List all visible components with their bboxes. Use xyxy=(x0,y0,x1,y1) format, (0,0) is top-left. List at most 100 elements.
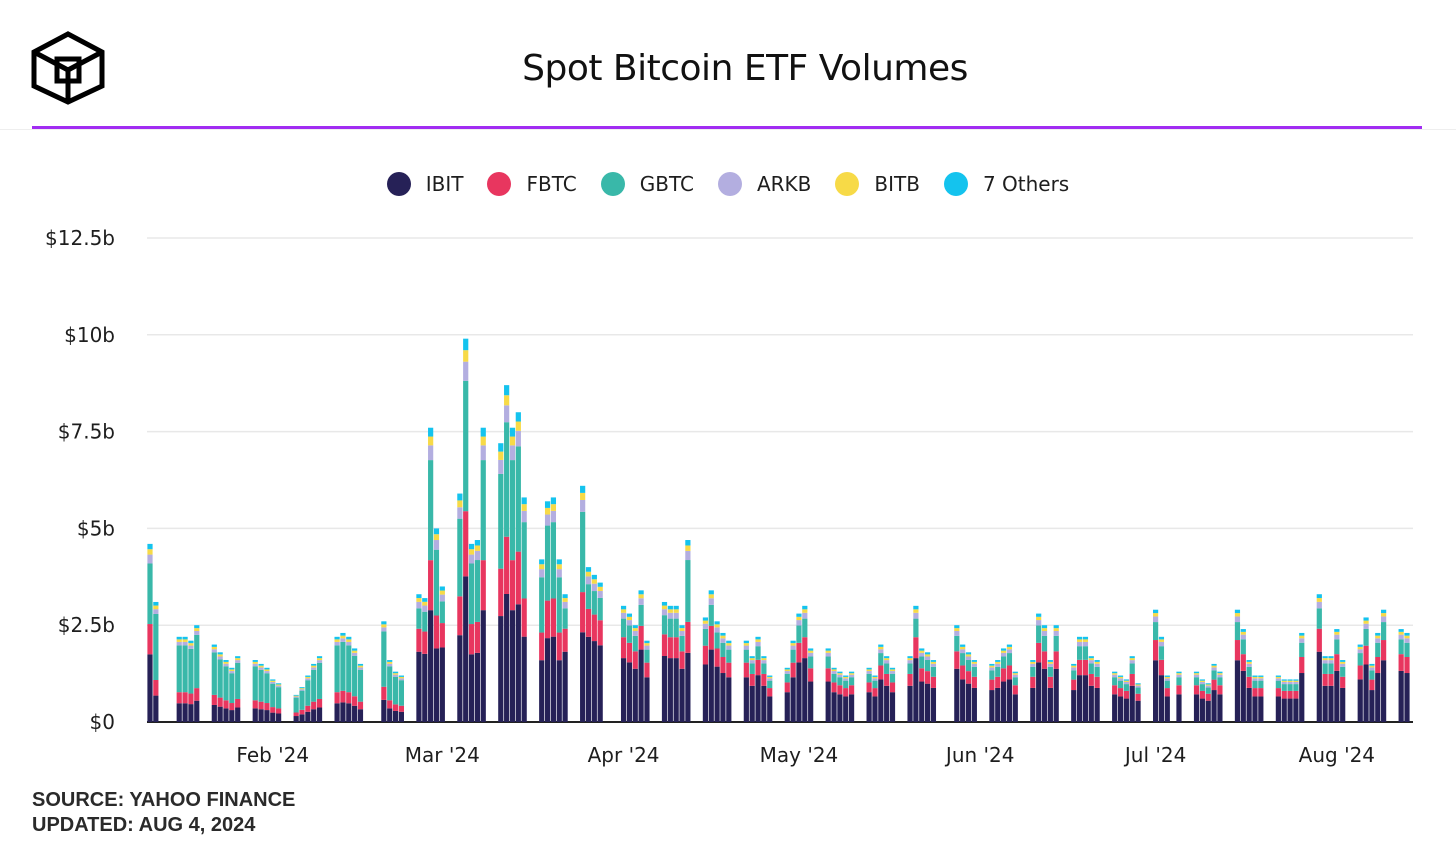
bar-segment-bitb xyxy=(796,616,802,621)
x-tick-label: May '24 xyxy=(760,743,839,767)
bar-segment-bitb xyxy=(965,654,972,657)
bar-segment-arkb xyxy=(1153,616,1159,623)
bar-segment-7-others xyxy=(235,656,241,659)
bar-segment-bitb xyxy=(504,395,510,406)
bar-segment-gbtc xyxy=(1234,622,1241,641)
bar-segment-gbtc xyxy=(509,460,516,561)
bar-segment-7-others xyxy=(1030,660,1036,662)
bar-segment-7-others xyxy=(1287,679,1293,681)
bar-segment-gbtc xyxy=(1123,684,1129,691)
bar-segment-gbtc xyxy=(767,680,773,689)
bar-segment-bitb xyxy=(182,639,188,642)
bar-segment-7-others xyxy=(153,601,159,606)
accent-rule xyxy=(32,126,1422,129)
bar-segment-bitb xyxy=(626,616,633,621)
bar-segment-arkb xyxy=(299,689,305,691)
bar-segment-7-others xyxy=(270,679,276,681)
bar-segment-ibit xyxy=(907,685,913,722)
bar-segment-arkb xyxy=(591,583,597,592)
bar-segment-arkb xyxy=(1053,631,1059,636)
bar-segment-bitb xyxy=(352,650,358,653)
bar-segment-gbtc xyxy=(305,680,311,706)
bar-segment-fbtc xyxy=(562,628,568,652)
bar-segment-arkb xyxy=(1164,678,1170,681)
bar-segment-gbtc xyxy=(837,677,843,686)
bar-segment-bitb xyxy=(591,579,597,584)
bar-segment-fbtc xyxy=(264,703,270,711)
bar-segment-arkb xyxy=(352,652,358,656)
bar-segment-fbtc xyxy=(1135,693,1141,701)
bar-segment-gbtc xyxy=(878,653,884,666)
bar-segment-fbtc xyxy=(1036,642,1042,663)
bar-segment-arkb xyxy=(1398,634,1404,640)
bar-segment-7-others xyxy=(913,605,919,610)
bar-segment-7-others xyxy=(954,625,960,629)
bar-segment-fbtc xyxy=(416,628,422,652)
bar-segment-fbtc xyxy=(480,560,486,611)
bar-segment-gbtc xyxy=(1293,684,1299,691)
bar-segment-fbtc xyxy=(1287,690,1293,699)
bar-segment-ibit xyxy=(1375,673,1381,722)
bar-segment-ibit xyxy=(352,705,358,722)
bar-segment-fbtc xyxy=(597,620,603,646)
bar-segment-ibit xyxy=(1135,700,1141,722)
bar-segment-7-others xyxy=(463,338,469,351)
bar-segment-arkb xyxy=(1199,681,1205,685)
bar-segment-bitb xyxy=(1369,665,1375,668)
bar-segment-7-others xyxy=(258,663,264,666)
bar-segment-arkb xyxy=(276,685,282,688)
bar-segment-gbtc xyxy=(1340,666,1346,677)
bar-segment-arkb xyxy=(585,576,592,585)
bar-segment-gbtc xyxy=(790,649,796,663)
bar-segment-7-others xyxy=(182,636,188,640)
bar-segment-ibit xyxy=(1334,670,1340,722)
bar-segment-fbtc xyxy=(1176,685,1182,695)
bar-segment-bitb xyxy=(252,661,258,664)
bar-segment-gbtc xyxy=(468,563,475,625)
bar-segment-ibit xyxy=(1088,685,1094,722)
bar-segment-arkb xyxy=(539,569,545,578)
bar-segment-arkb xyxy=(1071,667,1077,671)
bar-segment-gbtc xyxy=(907,663,913,674)
bar-segment-ibit xyxy=(1036,662,1042,722)
bar-segment-bitb xyxy=(311,665,317,668)
bar-segment-gbtc xyxy=(544,525,551,601)
bar-segment-bitb xyxy=(1211,665,1217,668)
bar-segment-fbtc xyxy=(755,659,761,676)
bar-segment-ibit xyxy=(1199,698,1205,722)
bar-segment-ibit xyxy=(556,660,562,722)
bar-segment-ibit xyxy=(708,649,714,722)
bar-segment-bitb xyxy=(480,436,486,446)
bar-segment-fbtc xyxy=(299,709,305,715)
bar-segment-fbtc xyxy=(1012,685,1018,695)
bar-segment-arkb xyxy=(562,601,568,609)
legend-item: BITB xyxy=(835,172,920,196)
bar-segment-gbtc xyxy=(995,666,1001,677)
bar-segment-gbtc xyxy=(919,656,925,669)
bar-segment-7-others xyxy=(252,660,258,662)
bar-segment-arkb xyxy=(1094,663,1100,667)
bar-segment-ibit xyxy=(638,649,644,722)
legend-label: GBTC xyxy=(639,172,694,196)
bar-segment-bitb xyxy=(416,598,422,602)
bar-segment-ibit xyxy=(591,641,597,722)
bar-segment-gbtc xyxy=(521,522,527,599)
bar-segment-7-others xyxy=(720,632,726,636)
bar-segment-arkb xyxy=(463,361,469,381)
bar-segment-fbtc xyxy=(176,692,182,704)
bar-segment-gbtc xyxy=(702,628,709,646)
bar-segment-bitb xyxy=(884,658,890,661)
bar-segment-arkb xyxy=(398,678,404,681)
bar-segment-ibit xyxy=(679,668,685,722)
bar-segment-bitb xyxy=(463,350,469,362)
bar-segment-bitb xyxy=(433,534,440,541)
bar-segment-arkb xyxy=(387,663,393,667)
bar-segment-fbtc xyxy=(439,623,445,648)
bar-segment-bitb xyxy=(264,669,270,672)
bar-segment-ibit xyxy=(1381,660,1387,722)
bar-segment-arkb xyxy=(194,631,200,635)
bar-segment-gbtc xyxy=(463,380,469,512)
bar-segment-fbtc xyxy=(802,637,808,659)
bar-segment-7-others xyxy=(1217,671,1223,674)
bar-segment-bitb xyxy=(340,635,346,639)
